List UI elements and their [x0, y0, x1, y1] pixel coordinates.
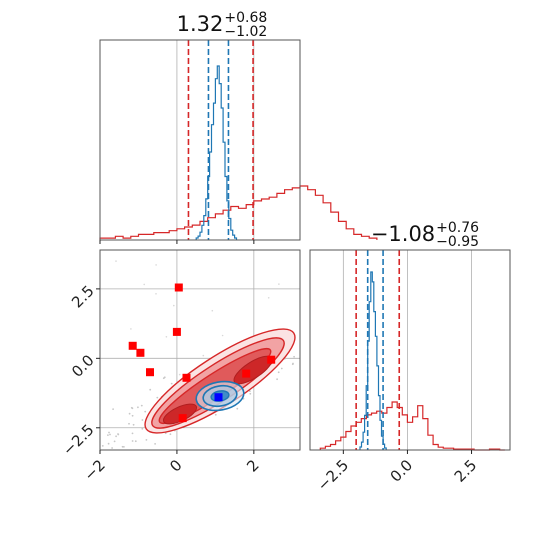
sample-point — [132, 423, 135, 426]
param1-red-histogram — [99, 185, 378, 240]
joint-xtick-label: 2 — [243, 456, 262, 475]
sample-point — [117, 433, 119, 435]
sample-point — [267, 297, 270, 299]
sample-point — [141, 427, 144, 430]
sample-point — [131, 440, 134, 442]
sample-point — [130, 328, 132, 330]
sample-point — [221, 334, 224, 337]
red-square-marker — [174, 283, 183, 292]
param2-blue-histogram — [359, 271, 387, 450]
red-square-marker — [178, 414, 187, 423]
sample-point — [211, 309, 214, 312]
sample-point — [202, 354, 205, 357]
param1-marginal-ticks — [99, 240, 255, 244]
joint-markers — [128, 283, 276, 423]
sample-point — [155, 264, 157, 266]
sample-point — [137, 406, 139, 409]
sample-point — [236, 407, 239, 410]
sample-point — [128, 412, 131, 415]
param1-title: 1.32 — [177, 12, 224, 36]
sample-point — [162, 377, 165, 380]
joint-xtick-label: −2 — [80, 456, 108, 484]
param2-marginal-ticks: −2.5 0.0 2.5 — [314, 450, 481, 495]
panel-param1-marginal: 1.32 +0.68 −1.02 — [99, 10, 378, 244]
p2-xtick-label: 0.0 — [387, 456, 417, 486]
sample-point — [214, 413, 217, 416]
param1-title-value: 1.32 — [177, 12, 224, 36]
red-square-marker — [182, 373, 191, 382]
panel-param2-marginal: −2.5 0.0 2.5 −1.08 +0.76 −0.95 — [309, 220, 511, 495]
param2-quantile-lines — [355, 250, 401, 450]
sample-point — [140, 404, 143, 407]
param2-title-minus: −0.95 — [436, 234, 479, 250]
sample-point — [101, 445, 104, 447]
sample-point — [154, 443, 157, 445]
sample-point — [111, 447, 113, 449]
sample-point — [280, 367, 283, 370]
red-square-marker — [242, 369, 251, 378]
red-square-marker — [136, 348, 145, 357]
sample-point — [156, 396, 159, 399]
red-square-marker — [128, 341, 137, 350]
sample-point — [107, 434, 109, 436]
sample-point — [149, 388, 152, 391]
red-density-contours — [144, 328, 296, 434]
sample-point — [278, 283, 280, 285]
param2-marginal-frame — [309, 249, 511, 451]
param2-red-histogram — [319, 401, 505, 451]
blue-square-marker — [214, 393, 223, 402]
param2-title-plus: +0.76 — [436, 220, 479, 236]
sample-point — [131, 414, 134, 417]
sample-point — [107, 442, 110, 445]
param1-blue-histogram — [195, 65, 238, 240]
sample-point — [293, 355, 295, 358]
sample-point — [277, 371, 280, 374]
param1-marginal-frame — [99, 39, 301, 241]
sample-point — [141, 419, 144, 421]
joint-ytick-label: −2.5 — [59, 421, 97, 459]
param1-title-minus: −1.02 — [224, 24, 267, 40]
sample-point — [173, 304, 175, 307]
sample-point — [128, 422, 130, 425]
sample-point — [169, 433, 172, 436]
sample-point — [276, 378, 278, 381]
param1-quantile-lines — [187, 40, 254, 240]
sample-point — [145, 439, 148, 441]
sample-point — [134, 440, 137, 443]
sample-point — [123, 446, 125, 448]
joint-ytick-label: 2.5 — [68, 282, 98, 312]
sample-point — [109, 433, 111, 436]
sample-point — [130, 406, 133, 409]
param1-title-plus: +0.68 — [224, 10, 267, 26]
sample-point — [115, 435, 117, 438]
sample-point — [131, 432, 134, 435]
sample-point — [143, 283, 145, 286]
p2-xtick-label: −2.5 — [314, 456, 352, 494]
sample-point — [155, 293, 157, 295]
panel-joint: −2 0 2 −2.5 0.0 2.5 — [59, 249, 301, 484]
sample-point — [249, 392, 252, 395]
param2-title-value: −1.08 — [371, 222, 435, 246]
red-square-marker — [172, 327, 181, 336]
sample-point — [121, 445, 124, 448]
sample-point — [108, 431, 110, 434]
joint-ytick-label: 0.0 — [68, 351, 98, 381]
sample-point — [292, 362, 294, 365]
sample-point — [113, 440, 116, 443]
red-square-marker — [267, 355, 276, 364]
sample-point — [112, 408, 114, 410]
sample-point — [178, 373, 181, 376]
joint-xtick-label: 0 — [166, 456, 185, 475]
red-square-marker — [146, 368, 154, 377]
sample-point — [170, 382, 173, 385]
sample-point — [165, 336, 168, 338]
joint-frame — [99, 249, 301, 451]
sample-point — [115, 260, 117, 262]
sample-point — [144, 410, 147, 413]
p2-xtick-label: 2.5 — [451, 456, 481, 486]
param2-title: −1.08 — [371, 222, 435, 246]
